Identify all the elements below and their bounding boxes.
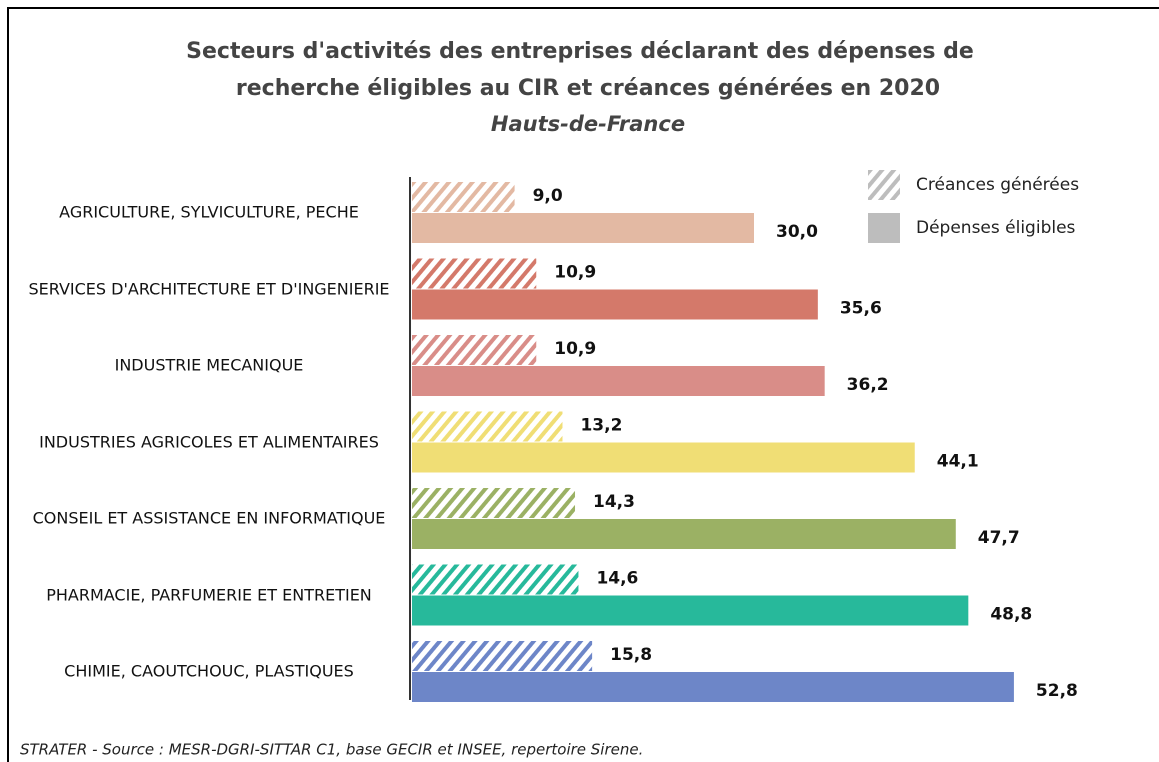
value-label: 13,2 (580, 416, 622, 436)
value-label: 9,0 (533, 186, 563, 206)
bar (412, 595, 969, 626)
source-note: STRATER - Source : MESR-DGRI-SITTAR C1, … (20, 741, 643, 759)
bar (412, 442, 915, 473)
value-label: 10,9 (554, 339, 596, 359)
legend-label: Créances générées (916, 175, 1079, 195)
bar (412, 641, 593, 671)
value-label: 44,1 (937, 452, 979, 472)
frame (7, 7, 1159, 762)
bar (412, 258, 537, 289)
bar (412, 564, 579, 595)
value-label: 48,8 (990, 605, 1032, 625)
value-label: 14,3 (593, 492, 635, 512)
value-label: 47,7 (978, 528, 1020, 548)
bar (412, 411, 563, 442)
value-label: 52,8 (1036, 681, 1078, 701)
bar (412, 672, 1014, 702)
bar (412, 488, 576, 518)
bar (412, 519, 956, 549)
category-label: CONSEIL ET ASSISTANCE EN INFORMATIQUE (32, 508, 386, 528)
bar (412, 213, 754, 243)
value-label: 36,2 (847, 375, 889, 395)
chart-title: Secteurs d'activités des entreprises déc… (186, 39, 974, 64)
category-label: INDUSTRIES AGRICOLES ET ALIMENTAIRES (39, 432, 379, 451)
legend-swatch (868, 213, 900, 243)
chart-title: recherche éligibles au CIR et créances g… (236, 76, 940, 101)
value-label: 10,9 (554, 263, 596, 283)
value-label: 35,6 (840, 299, 882, 319)
bar (412, 335, 537, 365)
value-label: 30,0 (776, 222, 818, 242)
value-label: 15,8 (610, 645, 652, 665)
bar (412, 182, 515, 212)
category-label: CHIMIE, CAOUTCHOUC, PLASTIQUES (64, 661, 354, 681)
legend-swatch (868, 170, 900, 200)
category-label: SERVICES D'ARCHITECTURE ET D'INGENIERIE (28, 279, 390, 298)
category-label: INDUSTRIE MECANIQUE (114, 355, 304, 375)
chart-subtitle: Hauts-de-France (491, 112, 685, 136)
value-label: 14,6 (596, 569, 638, 589)
category-label: AGRICULTURE, SYLVICULTURE, PECHE (59, 202, 359, 222)
bar (412, 289, 818, 320)
bar (412, 366, 825, 396)
category-label: PHARMACIE, PARFUMERIE ET ENTRETIEN (46, 585, 372, 604)
legend-label: Dépenses éligibles (916, 218, 1076, 238)
